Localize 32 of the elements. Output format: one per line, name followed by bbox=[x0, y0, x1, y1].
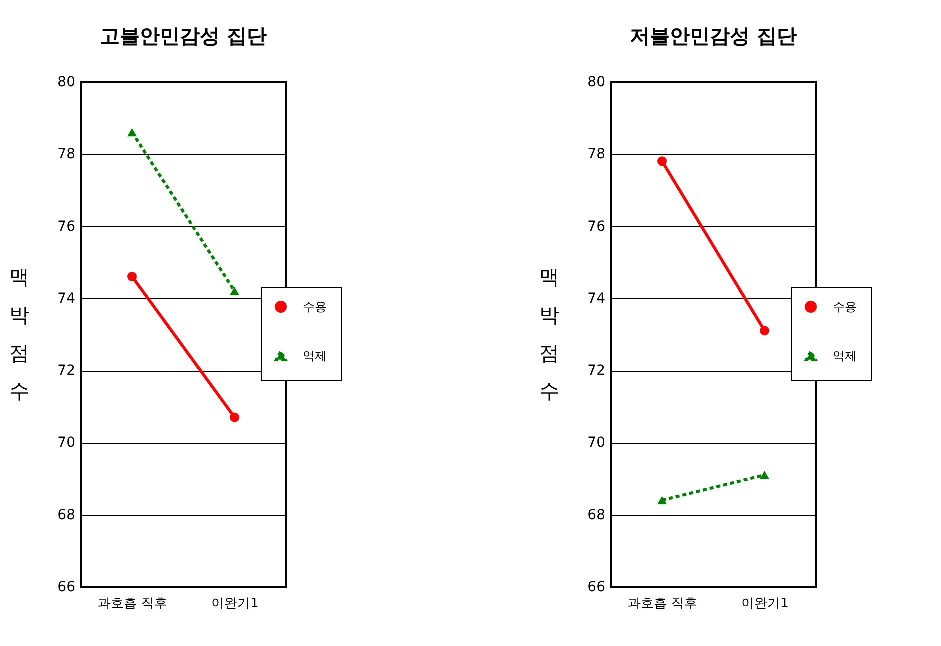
y-tick-label: 70 bbox=[58, 435, 76, 452]
y-tick-label: 80 bbox=[58, 74, 76, 90]
y-tick-label: 78 bbox=[58, 146, 76, 163]
point bbox=[230, 412, 240, 422]
x-tick-label: 과호흡 직후 bbox=[98, 596, 168, 612]
y-tick-label: 80 bbox=[588, 74, 606, 90]
chart-title: 고불안민감성 집단 bbox=[100, 24, 267, 48]
point bbox=[128, 272, 137, 282]
y-tick-label: 74 bbox=[588, 290, 606, 307]
y-tick-label: 70 bbox=[588, 435, 606, 452]
y-tick-label: 76 bbox=[588, 218, 606, 235]
legend-label: 수용 bbox=[303, 300, 327, 314]
chart-title: 저불안민감성 집단 bbox=[630, 24, 797, 48]
y-tick-label: 66 bbox=[58, 580, 76, 596]
point bbox=[658, 156, 667, 166]
x-tick-label: 이완기1 bbox=[742, 596, 789, 612]
y-tick-label: 68 bbox=[588, 507, 606, 524]
y-tick-label: 66 bbox=[588, 580, 606, 596]
y-tick-label: 74 bbox=[58, 290, 76, 307]
y-tick-label: 76 bbox=[58, 218, 76, 235]
y-tick-label: 72 bbox=[588, 363, 606, 380]
point bbox=[760, 326, 770, 336]
y-axis-title: 맥박점수 bbox=[10, 265, 30, 403]
y-tick-label: 78 bbox=[588, 146, 606, 163]
legend-label: 수용 bbox=[833, 300, 857, 314]
x-tick-label: 이완기1 bbox=[212, 596, 259, 612]
legend-label: 억제 bbox=[833, 349, 857, 363]
y-axis-title: 맥박점수 bbox=[540, 265, 560, 403]
legend-label: 억제 bbox=[303, 349, 327, 363]
y-tick-label: 68 bbox=[58, 507, 76, 524]
y-tick-label: 72 bbox=[58, 363, 76, 380]
x-tick-label: 과호흡 직후 bbox=[628, 596, 698, 612]
